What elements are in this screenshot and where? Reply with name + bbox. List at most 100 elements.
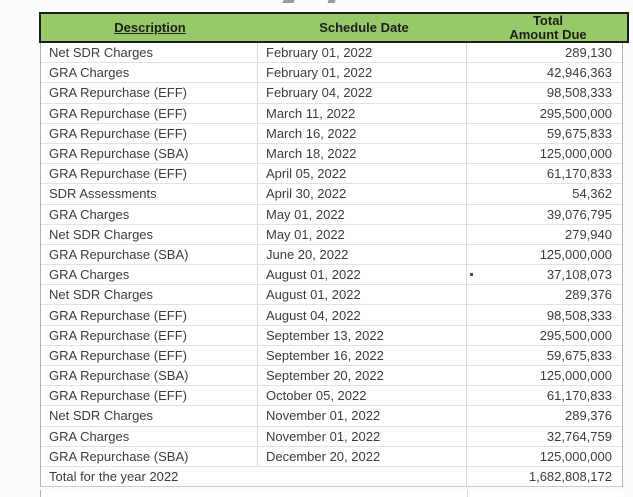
- cell-amount-due: 32,764,759: [546, 428, 612, 444]
- cell-description: GRA Repurchase (EFF): [41, 345, 258, 365]
- cell-amount-due: 61,170,833: [546, 166, 612, 182]
- cell-schedule-date: November 01, 2022: [258, 406, 467, 426]
- cell-schedule-date: April 05, 2022: [258, 164, 467, 184]
- partial-row-stub: [40, 490, 623, 497]
- cell-description: GRA Repurchase (SBA): [41, 143, 258, 164]
- cropped-text-artifact: [327, 0, 336, 3]
- cell-description: GRA Repurchase (EFF): [41, 325, 258, 345]
- cell-amount-due: 42,946,363: [546, 65, 612, 81]
- column-header-description[interactable]: Description: [41, 14, 259, 41]
- column-header-total-line2: Amount Due: [509, 26, 587, 42]
- cell-description: Net SDR Charges: [41, 43, 258, 63]
- cell-amount-due: 125,000,000: [539, 146, 612, 162]
- cell-description: GRA Charges: [41, 426, 258, 446]
- column-header-description-label[interactable]: Description: [114, 19, 186, 35]
- cell-amount-due: 125,000,000: [539, 368, 612, 384]
- table-row: Net SDR Charges May 01, 2022 279,940: [41, 224, 622, 245]
- cell-amount-due: 295,500,000: [539, 327, 612, 343]
- cell-amount-due: 37,108,073: [546, 267, 612, 283]
- cell-description: GRA Repurchase (SBA): [41, 366, 258, 386]
- cell-amount-due: 98,508,333: [546, 307, 612, 323]
- cell-amount-due: 125,000,000: [539, 448, 612, 464]
- table-row: GRA Repurchase (SBA) June 20, 2022 125,0…: [41, 244, 622, 266]
- cell-schedule-date: August 01, 2022: [258, 265, 467, 285]
- cell-schedule-date: June 20, 2022: [258, 244, 467, 265]
- cell-schedule-date: May 01, 2022: [258, 204, 467, 224]
- cell-amount-due: 61,170,833: [546, 388, 612, 404]
- cell-amount-due: 295,500,000: [539, 105, 612, 121]
- column-header-total-amount-due: Total Amount Due: [469, 12, 627, 42]
- cell-schedule-date: May 01, 2022: [258, 224, 467, 244]
- cell-amount-due: 54,362: [572, 186, 612, 202]
- cell-description: Net SDR Charges: [41, 406, 258, 426]
- table-row: GRA Repurchase (EFF) March 11, 2022 295,…: [41, 103, 622, 124]
- table-row: GRA Charges February 01, 2022 42,946,363: [41, 63, 622, 84]
- cell-schedule-date: September 16, 2022: [258, 345, 467, 365]
- cell-schedule-date: March 11, 2022: [258, 103, 467, 123]
- table-row: GRA Charges August 01, 2022 37,108,073: [41, 265, 622, 286]
- cell-schedule-date: February 01, 2022: [258, 63, 467, 83]
- cell-schedule-date: March 18, 2022: [258, 143, 467, 164]
- column-header-schedule-date: Schedule Date: [259, 14, 469, 41]
- stray-pixel-artifact: [470, 273, 473, 276]
- cell-description: GRA Repurchase (EFF): [41, 164, 258, 184]
- table-row: GRA Repurchase (SBA) March 18, 2022 125,…: [41, 143, 622, 165]
- cell-schedule-date: September 13, 2022: [258, 325, 467, 345]
- cell-schedule-date: February 04, 2022: [258, 83, 467, 103]
- cell-amount-due: 289,376: [565, 408, 612, 424]
- total-row-label: Total for the year 2022: [41, 466, 467, 487]
- table-row: GRA Charges May 01, 2022 39,076,795: [41, 204, 622, 225]
- cell-description: Net SDR Charges: [41, 224, 258, 244]
- cell-amount-due: 39,076,795: [546, 206, 612, 222]
- table-row: GRA Repurchase (SBA) December 20, 2022 1…: [41, 446, 622, 467]
- cell-description: Net SDR Charges: [41, 285, 258, 305]
- cell-description: GRA Repurchase (EFF): [41, 83, 258, 103]
- cell-schedule-date: October 05, 2022: [258, 386, 467, 406]
- cell-description: SDR Assessments: [41, 184, 258, 204]
- cell-amount-due: 98,508,333: [546, 85, 612, 101]
- table-row: SDR Assessments April 30, 2022 54,362: [41, 184, 622, 205]
- table-row: GRA Charges November 01, 2022 32,764,759: [41, 426, 622, 447]
- table-row: GRA Repurchase (EFF) October 05, 2022 61…: [41, 386, 622, 407]
- cell-description: GRA Repurchase (EFF): [41, 123, 258, 143]
- column-divider: [467, 490, 468, 497]
- cell-description: GRA Charges: [41, 204, 258, 224]
- table-row: Net SDR Charges August 01, 2022 289,376: [41, 285, 622, 306]
- cropped-text-artifact: [282, 0, 295, 3]
- cell-schedule-date: March 16, 2022: [258, 123, 467, 143]
- table-row: GRA Repurchase (EFF) March 16, 2022 59,6…: [41, 123, 622, 144]
- cell-amount-due: 59,675,833: [546, 347, 612, 363]
- cell-amount-due: 289,130: [565, 45, 612, 61]
- cell-schedule-date: December 20, 2022: [258, 446, 467, 466]
- column-header-total-line1: Total: [532, 12, 564, 28]
- cell-schedule-date: November 01, 2022: [258, 426, 467, 446]
- cell-description: GRA Repurchase (EFF): [41, 386, 258, 406]
- column-header-schedule-date-label: Schedule Date: [319, 19, 409, 35]
- table-row: GRA Repurchase (SBA) September 20, 2022 …: [41, 366, 622, 387]
- table-row: GRA Repurchase (EFF) February 04, 2022 9…: [41, 83, 622, 104]
- cell-amount-due: 289,376: [565, 287, 612, 303]
- cell-schedule-date: September 20, 2022: [258, 366, 467, 386]
- table-row: GRA Repurchase (EFF) September 13, 2022 …: [41, 325, 622, 346]
- cell-description: GRA Repurchase (SBA): [41, 244, 258, 265]
- table-row: GRA Repurchase (EFF) September 16, 2022 …: [41, 345, 622, 366]
- cell-description: GRA Charges: [41, 265, 258, 285]
- cell-amount-due: 125,000,000: [539, 246, 612, 262]
- cell-description: GRA Repurchase (SBA): [41, 446, 258, 466]
- cell-description: GRA Repurchase (EFF): [41, 103, 258, 123]
- table-row: Net SDR Charges November 01, 2022 289,37…: [41, 406, 622, 427]
- cell-schedule-date: August 01, 2022: [258, 285, 467, 305]
- cell-description: GRA Repurchase (EFF): [41, 305, 258, 325]
- cell-schedule-date: February 01, 2022: [258, 43, 467, 63]
- table-row: GRA Repurchase (EFF) August 04, 2022 98,…: [41, 305, 622, 326]
- table-row: GRA Repurchase (EFF) April 05, 2022 61,1…: [41, 164, 622, 185]
- table-row: Net SDR Charges February 01, 2022 289,13…: [41, 43, 622, 64]
- cell-amount-due: 59,675,833: [546, 125, 612, 141]
- cell-amount-due: 279,940: [565, 226, 612, 242]
- total-row-amount: 1,682,808,172: [528, 469, 612, 485]
- schedule-table-header: Description Schedule Date Total Amount D…: [39, 12, 629, 43]
- cell-schedule-date: April 30, 2022: [258, 184, 467, 204]
- schedule-table-body: Net SDR Charges February 01, 2022 289,13…: [40, 43, 623, 488]
- cell-schedule-date: August 04, 2022: [258, 305, 467, 325]
